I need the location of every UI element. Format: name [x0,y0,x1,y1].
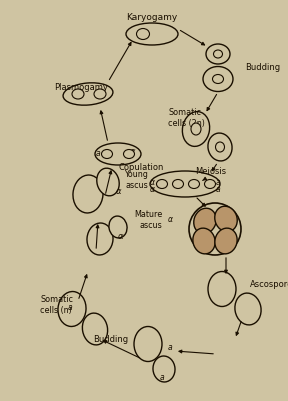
Text: α: α [149,178,154,187]
Text: Somatic
cells (n): Somatic cells (n) [40,295,73,314]
Ellipse shape [213,75,223,84]
Ellipse shape [134,327,162,362]
Text: Budding: Budding [245,63,280,72]
Ellipse shape [235,294,261,325]
Text: Young
ascus: Young ascus [124,170,148,189]
Text: Ascospores: Ascospores [250,280,288,289]
Text: a: a [168,342,172,352]
Ellipse shape [73,176,103,213]
Ellipse shape [189,180,200,189]
Ellipse shape [193,229,215,254]
Ellipse shape [208,134,232,162]
Text: Mature
ascus: Mature ascus [134,210,162,229]
Ellipse shape [215,229,237,254]
Ellipse shape [126,24,178,46]
Ellipse shape [206,45,230,65]
Text: a: a [216,178,220,187]
Ellipse shape [109,217,127,238]
Ellipse shape [82,313,108,345]
Ellipse shape [101,150,113,159]
Ellipse shape [204,180,215,189]
Ellipse shape [150,172,220,198]
Ellipse shape [58,292,86,327]
Text: α: α [117,232,123,241]
Text: a: a [96,149,100,158]
Ellipse shape [63,84,113,106]
Text: a: a [216,185,220,194]
Ellipse shape [72,90,84,100]
Ellipse shape [156,180,168,189]
Ellipse shape [153,356,175,382]
Text: a: a [68,303,72,312]
Ellipse shape [208,272,236,307]
Ellipse shape [182,112,210,147]
Text: Meiosis: Meiosis [195,167,226,176]
Text: α: α [149,185,154,194]
Ellipse shape [95,144,141,166]
Text: α: α [129,147,135,156]
Text: Budding: Budding [93,335,128,344]
Ellipse shape [191,124,201,136]
Ellipse shape [124,150,134,159]
Ellipse shape [173,180,183,189]
Text: α: α [115,187,121,196]
Text: Copulation: Copulation [118,163,163,172]
Text: a: a [160,373,164,381]
Text: α: α [168,215,173,224]
Text: Plasmogamy: Plasmogamy [54,82,108,91]
Ellipse shape [213,51,223,59]
Text: Karyogamy: Karyogamy [126,14,178,22]
Ellipse shape [87,223,113,255]
Ellipse shape [94,90,106,100]
Ellipse shape [203,67,233,92]
Ellipse shape [215,207,237,232]
Ellipse shape [97,169,119,196]
Text: Somatic
cells (2n): Somatic cells (2n) [168,108,205,128]
Ellipse shape [215,143,225,153]
Ellipse shape [194,209,216,234]
Ellipse shape [189,203,241,255]
Ellipse shape [137,29,149,41]
